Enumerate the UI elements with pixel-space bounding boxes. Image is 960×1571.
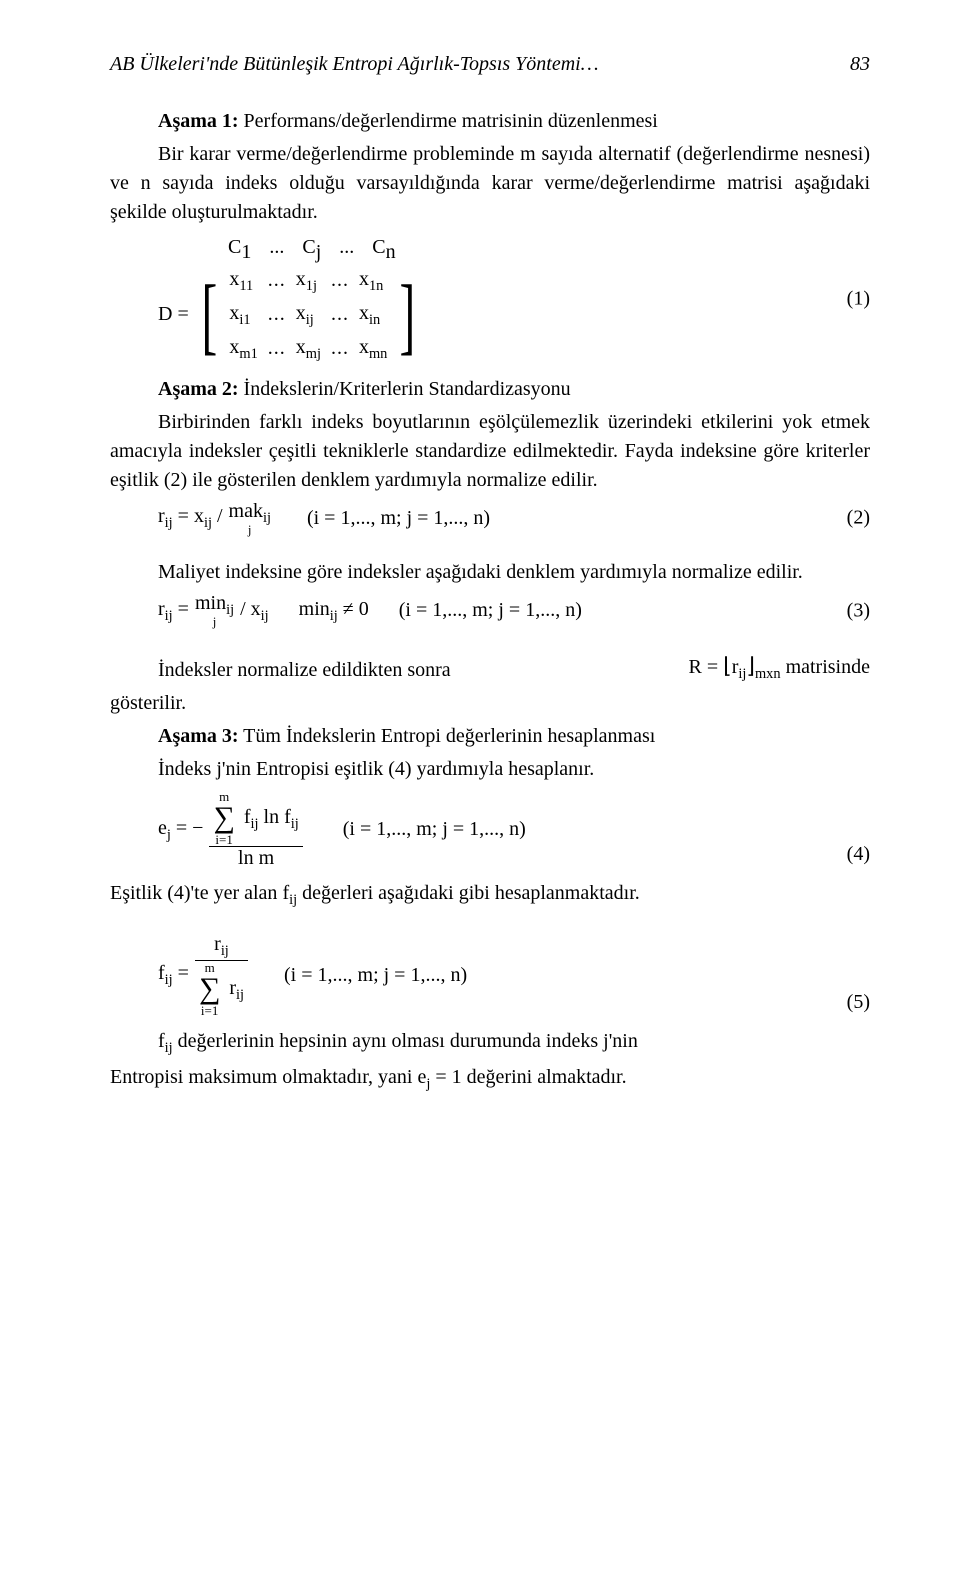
sum-icon: m ∑ i=1	[199, 961, 220, 1017]
eq2-domain: (i = 1,..., m; j = 1,..., n)	[307, 504, 490, 533]
eq5-domain: (i = 1,..., m; j = 1,..., n)	[284, 961, 467, 990]
step3-label: Aşama 3:	[158, 725, 239, 747]
eq4-left: ej = −	[158, 814, 203, 846]
cell: xi1	[229, 299, 257, 331]
cell: x11	[229, 265, 257, 297]
eq4-number: (4)	[847, 840, 870, 869]
eq5-body: fij = rij m ∑ i=1 rij (i = 1,..., m; j =…	[158, 933, 870, 1017]
eq2-mak: makij j	[229, 501, 271, 536]
cell: ...	[268, 334, 286, 363]
eq5-number: (5)	[847, 988, 870, 1017]
right-bracket-icon: ]	[400, 272, 416, 358]
para4-a: İndeksler normalize edildikten sonra	[158, 659, 451, 681]
cell: ...	[331, 334, 349, 363]
eq3-domain: (i = 1,..., m; j = 1,..., n)	[399, 596, 582, 625]
left-bracket-icon: [	[201, 272, 217, 358]
step1-body: Bir karar verme/değerlendirme problemind…	[110, 140, 870, 227]
running-title: AB Ülkeleri'nde Bütünleşik Entropi Ağırl…	[110, 50, 599, 79]
para3: Maliyet indeksine göre indeksler aşağıda…	[110, 558, 870, 587]
step2-heading: Aşama 2: İndekslerin/Kriterlerin Standar…	[110, 375, 870, 404]
equation-4: ej = − m ∑ i=1 fij ln fij ln m (i = 1,..…	[110, 790, 870, 869]
matrix-grid: x11 ... x1j ... x1n xi1 ... xij ... xin …	[229, 265, 387, 365]
eq4-body: ej = − m ∑ i=1 fij ln fij ln m (i = 1,..…	[158, 790, 870, 869]
step1-heading-text: Performans/değerlendirme matrisinin düze…	[239, 110, 658, 132]
eq2-body: rij = xij / makij j (i = 1,..., m; j = 1…	[158, 501, 870, 536]
equation-5: fij = rij m ∑ i=1 rij (i = 1,..., m; j =…	[110, 933, 870, 1017]
eq3-body: rij = minij j / xij minij ≠ 0 (i = 1,...…	[158, 593, 870, 628]
eq1-matrix: D = [ x11 ... x1j ... x1n xi1 ... xij ..…	[158, 265, 870, 365]
equation-2: rij = xij / makij j (i = 1,..., m; j = 1…	[110, 501, 870, 536]
para4-line2: gösterilir.	[110, 689, 870, 718]
step1-heading: Aşama 1: Performans/değerlendirme matris…	[110, 107, 870, 136]
cell: xin	[359, 299, 387, 331]
running-header: AB Ülkeleri'nde Bütünleşik Entropi Ağırl…	[110, 50, 870, 79]
eq1-col-labels: C1 ... Cj ... Cn	[228, 233, 870, 267]
step3-line2: İndeks j'nin Entropisi eşitlik (4) yardı…	[110, 755, 870, 784]
col-dots: ...	[339, 233, 354, 267]
eq4-fraction: m ∑ i=1 fij ln fij ln m	[209, 790, 302, 869]
step2-body: Birbirinden farklı indeks boyutlarının e…	[110, 408, 870, 495]
equation-3: rij = minij j / xij minij ≠ 0 (i = 1,...…	[110, 593, 870, 628]
col-dots: ...	[269, 233, 284, 267]
cell: xmj	[296, 333, 321, 365]
page-number: 83	[850, 50, 870, 79]
cell: x1n	[359, 265, 387, 297]
para7: Entropisi maksimum olmaktadır, yani ej =…	[110, 1063, 870, 1095]
cell: ...	[268, 266, 286, 295]
para5: Eşitlik (4)'te yer alan fij değerleri aş…	[110, 879, 870, 911]
para4-line1: İndeksler normalize edildikten sonra R =…	[110, 650, 870, 685]
cell: xm1	[229, 333, 257, 365]
step1-label: Aşama 1:	[158, 110, 239, 132]
cell: ...	[331, 300, 349, 329]
eq3-left: rij =	[158, 595, 189, 627]
step2-heading-text: İndekslerin/Kriterlerin Standardizasyonu	[239, 378, 571, 400]
eq3-min2: minij ≠ 0	[299, 595, 369, 627]
para4-R: R = ⌊rij⌋mxn matrisinde	[640, 650, 870, 685]
col-label: Cn	[372, 233, 395, 267]
sum-icon: m ∑ i=1	[213, 790, 234, 846]
eq3-min1: minij j	[195, 593, 234, 628]
cell: xij	[296, 299, 321, 331]
equation-1: C1 ... Cj ... Cn D = [ x11 ... x1j ... x…	[110, 233, 870, 365]
eq1-D: D =	[158, 300, 189, 329]
cell: ...	[268, 300, 286, 329]
eq2-left: rij = xij /	[158, 502, 223, 534]
eq1-number: (1)	[847, 284, 870, 313]
step2-label: Aşama 2:	[158, 378, 239, 400]
eq3-number: (3)	[847, 596, 870, 625]
cell: ...	[331, 266, 349, 295]
para6: fij değerlerinin hepsinin aynı olması du…	[110, 1027, 870, 1059]
cell: xmn	[359, 333, 387, 365]
col-label: C1	[228, 233, 251, 267]
eq5-fraction: rij m ∑ i=1 rij	[195, 933, 248, 1017]
eq5-left: fij =	[158, 959, 189, 991]
step3-heading-text: Tüm İndekslerin Entropi değerlerinin hes…	[239, 725, 656, 747]
col-label: Cj	[302, 233, 321, 267]
eq3-mid: / xij	[240, 595, 269, 627]
eq4-domain: (i = 1,..., m; j = 1,..., n)	[343, 815, 526, 844]
step3-heading: Aşama 3: Tüm İndekslerin Entropi değerle…	[110, 722, 870, 751]
cell: x1j	[296, 265, 321, 297]
page-container: AB Ülkeleri'nde Bütünleşik Entropi Ağırl…	[0, 0, 960, 1571]
eq2-number: (2)	[847, 504, 870, 533]
